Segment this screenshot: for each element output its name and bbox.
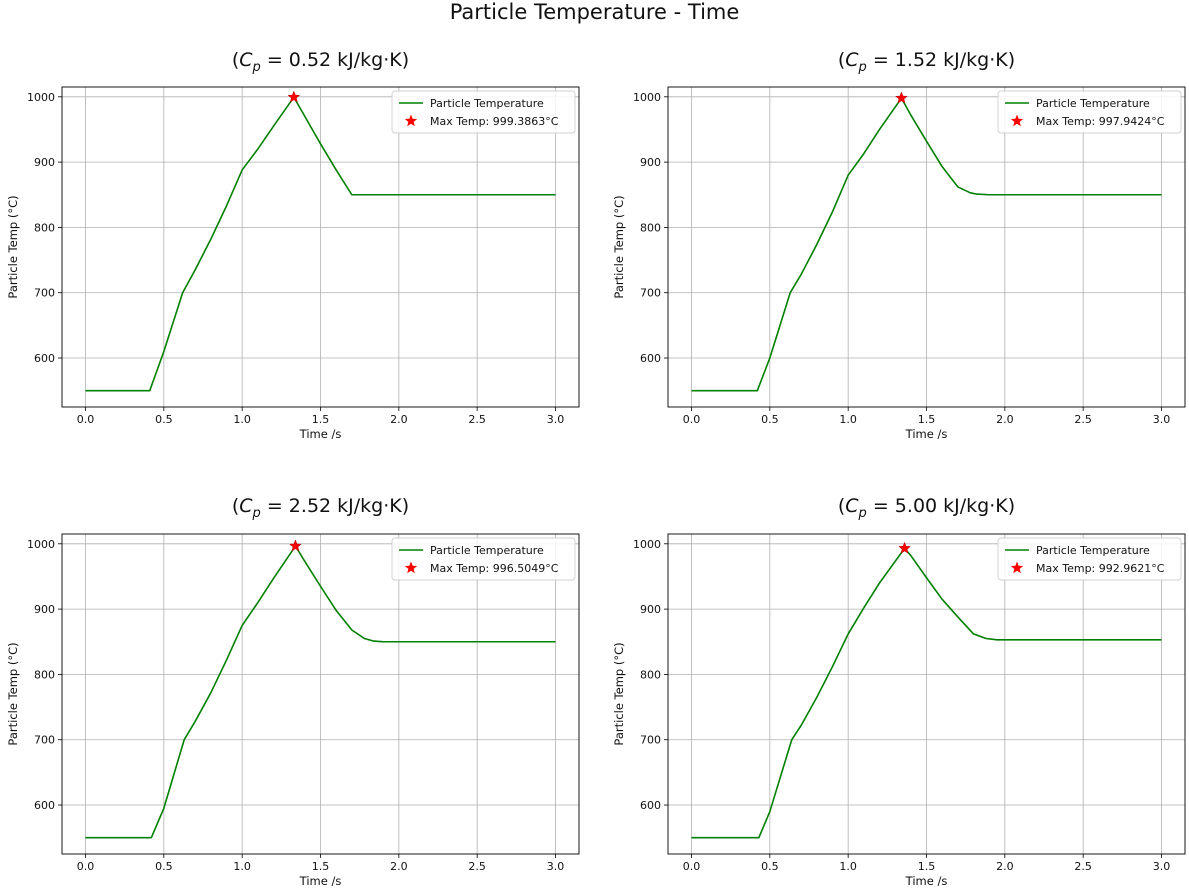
x-tick-label: 2.0 [996,860,1014,873]
subplot-title: (Cp = 1.52 kJ/kg·K) [838,49,1015,75]
x-axis-label: Time /s [905,427,948,441]
subplot-title: (Cp = 0.52 kJ/kg·K) [232,49,409,75]
legend-star-swatch [1010,114,1024,127]
x-tick-label: 0.0 [683,413,701,426]
x-tick-label: 1.5 [918,413,936,426]
x-tick-label: 2.5 [468,860,486,873]
x-tick-label: 2.5 [1074,413,1092,426]
x-tick-label: 0.0 [77,860,95,873]
legend-box [997,90,1182,134]
x-tick-label: 0.5 [761,860,779,873]
legend-label-temperature: Particle Temperature [1036,97,1150,110]
x-tick-label: 3.0 [1153,860,1171,873]
x-tick-label: 2.0 [390,860,408,873]
x-axis-label: Time /s [299,427,342,441]
x-tick-label: 1.0 [839,413,857,426]
x-tick-label: 1.0 [233,860,251,873]
x-tick-label: 1.5 [312,860,330,873]
chart-panel-top-right: (Cp = 1.52 kJ/kg·K) 0.0 0.5 1.0 1.5 2.0 2.5 3.0… [612,49,1186,441]
y-tick-label: 700 [34,287,55,300]
figure-title: Particle Temperature - Time [449,0,740,24]
y-tick-label: 900 [34,603,55,616]
max-temp-star-marker [898,541,911,554]
y-tick-label: 800 [34,221,55,234]
legend-box [391,537,576,581]
y-tick-label: 800 [640,221,661,234]
y-tick-label: 700 [34,734,55,747]
x-tick-label: 2.0 [996,413,1014,426]
chart-panel-bottom-right: (Cp = 5.00 kJ/kg·K) 0.0 0.5 1.0 1.5 2.0 2.5 3.0… [612,495,1186,888]
max-temp-star-marker [287,90,301,103]
y-tick-label: 800 [640,668,661,681]
chart-panel-bottom-left: (Cp = 2.52 kJ/kg·K) 0.0 0.5 1.0 1.5 2.0 2.5 3.0… [6,495,580,888]
legend-star-swatch [1010,561,1024,574]
x-tick-label: 2.5 [1074,860,1092,873]
y-tick-label: 600 [34,352,55,365]
legend-star-swatch [404,114,418,127]
x-tick-label: 2.5 [468,413,486,426]
x-tick-label: 0.5 [155,860,173,873]
x-tick-label: 0.5 [155,413,173,426]
x-tick-label: 0.5 [761,413,779,426]
y-axis-label: Particle Temp (°C) [6,642,20,745]
y-tick-label: 700 [640,287,661,300]
legend-box [391,90,576,134]
x-tick-label: 0.0 [77,413,95,426]
subplot-title: (Cp = 5.00 kJ/kg·K) [838,495,1015,521]
subplot-title: (Cp = 2.52 kJ/kg·K) [232,495,409,521]
y-axis-label: Particle Temp (°C) [612,195,626,298]
x-tick-label: 3.0 [1153,413,1171,426]
y-tick-label: 1000 [633,91,661,104]
chart-panel-top-left: (Cp = 0.52 kJ/kg·K) 0.0 0.5 1.0 1.5 2.0 2.5 3.0… [6,49,580,441]
legend-box [997,537,1182,581]
x-axis-label: Time /s [905,874,948,888]
y-tick-label: 1000 [27,538,55,551]
y-axis-label: Particle Temp (°C) [612,642,626,745]
x-tick-label: 3.0 [547,413,565,426]
max-temp-star-marker [289,539,302,552]
legend-label-max-temp: Max Temp: 999.3863°C [430,115,559,128]
y-tick-label: 600 [34,799,55,812]
legend-label-max-temp: Max Temp: 997.9424°C [1036,115,1165,128]
y-tick-label: 900 [640,156,661,169]
y-tick-label: 1000 [633,538,661,551]
legend-label-temperature: Particle Temperature [430,544,544,557]
y-tick-label: 800 [34,668,55,681]
legend-label-max-temp: Max Temp: 996.5049°C [430,562,559,575]
x-tick-label: 1.5 [918,860,936,873]
x-tick-label: 1.0 [233,413,251,426]
temperature-line [85,96,556,392]
y-tick-label: 700 [640,734,661,747]
y-axis-label: Particle Temp (°C) [6,195,20,298]
y-tick-label: 900 [640,603,661,616]
y-tick-label: 600 [640,799,661,812]
x-tick-label: 1.0 [839,860,857,873]
max-temp-star-marker [895,91,908,104]
x-tick-label: 3.0 [547,860,565,873]
legend-star-swatch [404,561,418,574]
y-tick-label: 1000 [27,91,55,104]
x-tick-label: 2.0 [390,413,408,426]
y-tick-label: 600 [640,352,661,365]
x-tick-label: 1.5 [312,413,330,426]
y-tick-label: 900 [34,156,55,169]
legend-label-temperature: Particle Temperature [430,97,544,110]
legend-label-max-temp: Max Temp: 992.9621°C [1036,562,1165,575]
x-tick-label: 0.0 [683,860,701,873]
legend-label-temperature: Particle Temperature [1036,544,1150,557]
x-axis-label: Time /s [299,874,342,888]
